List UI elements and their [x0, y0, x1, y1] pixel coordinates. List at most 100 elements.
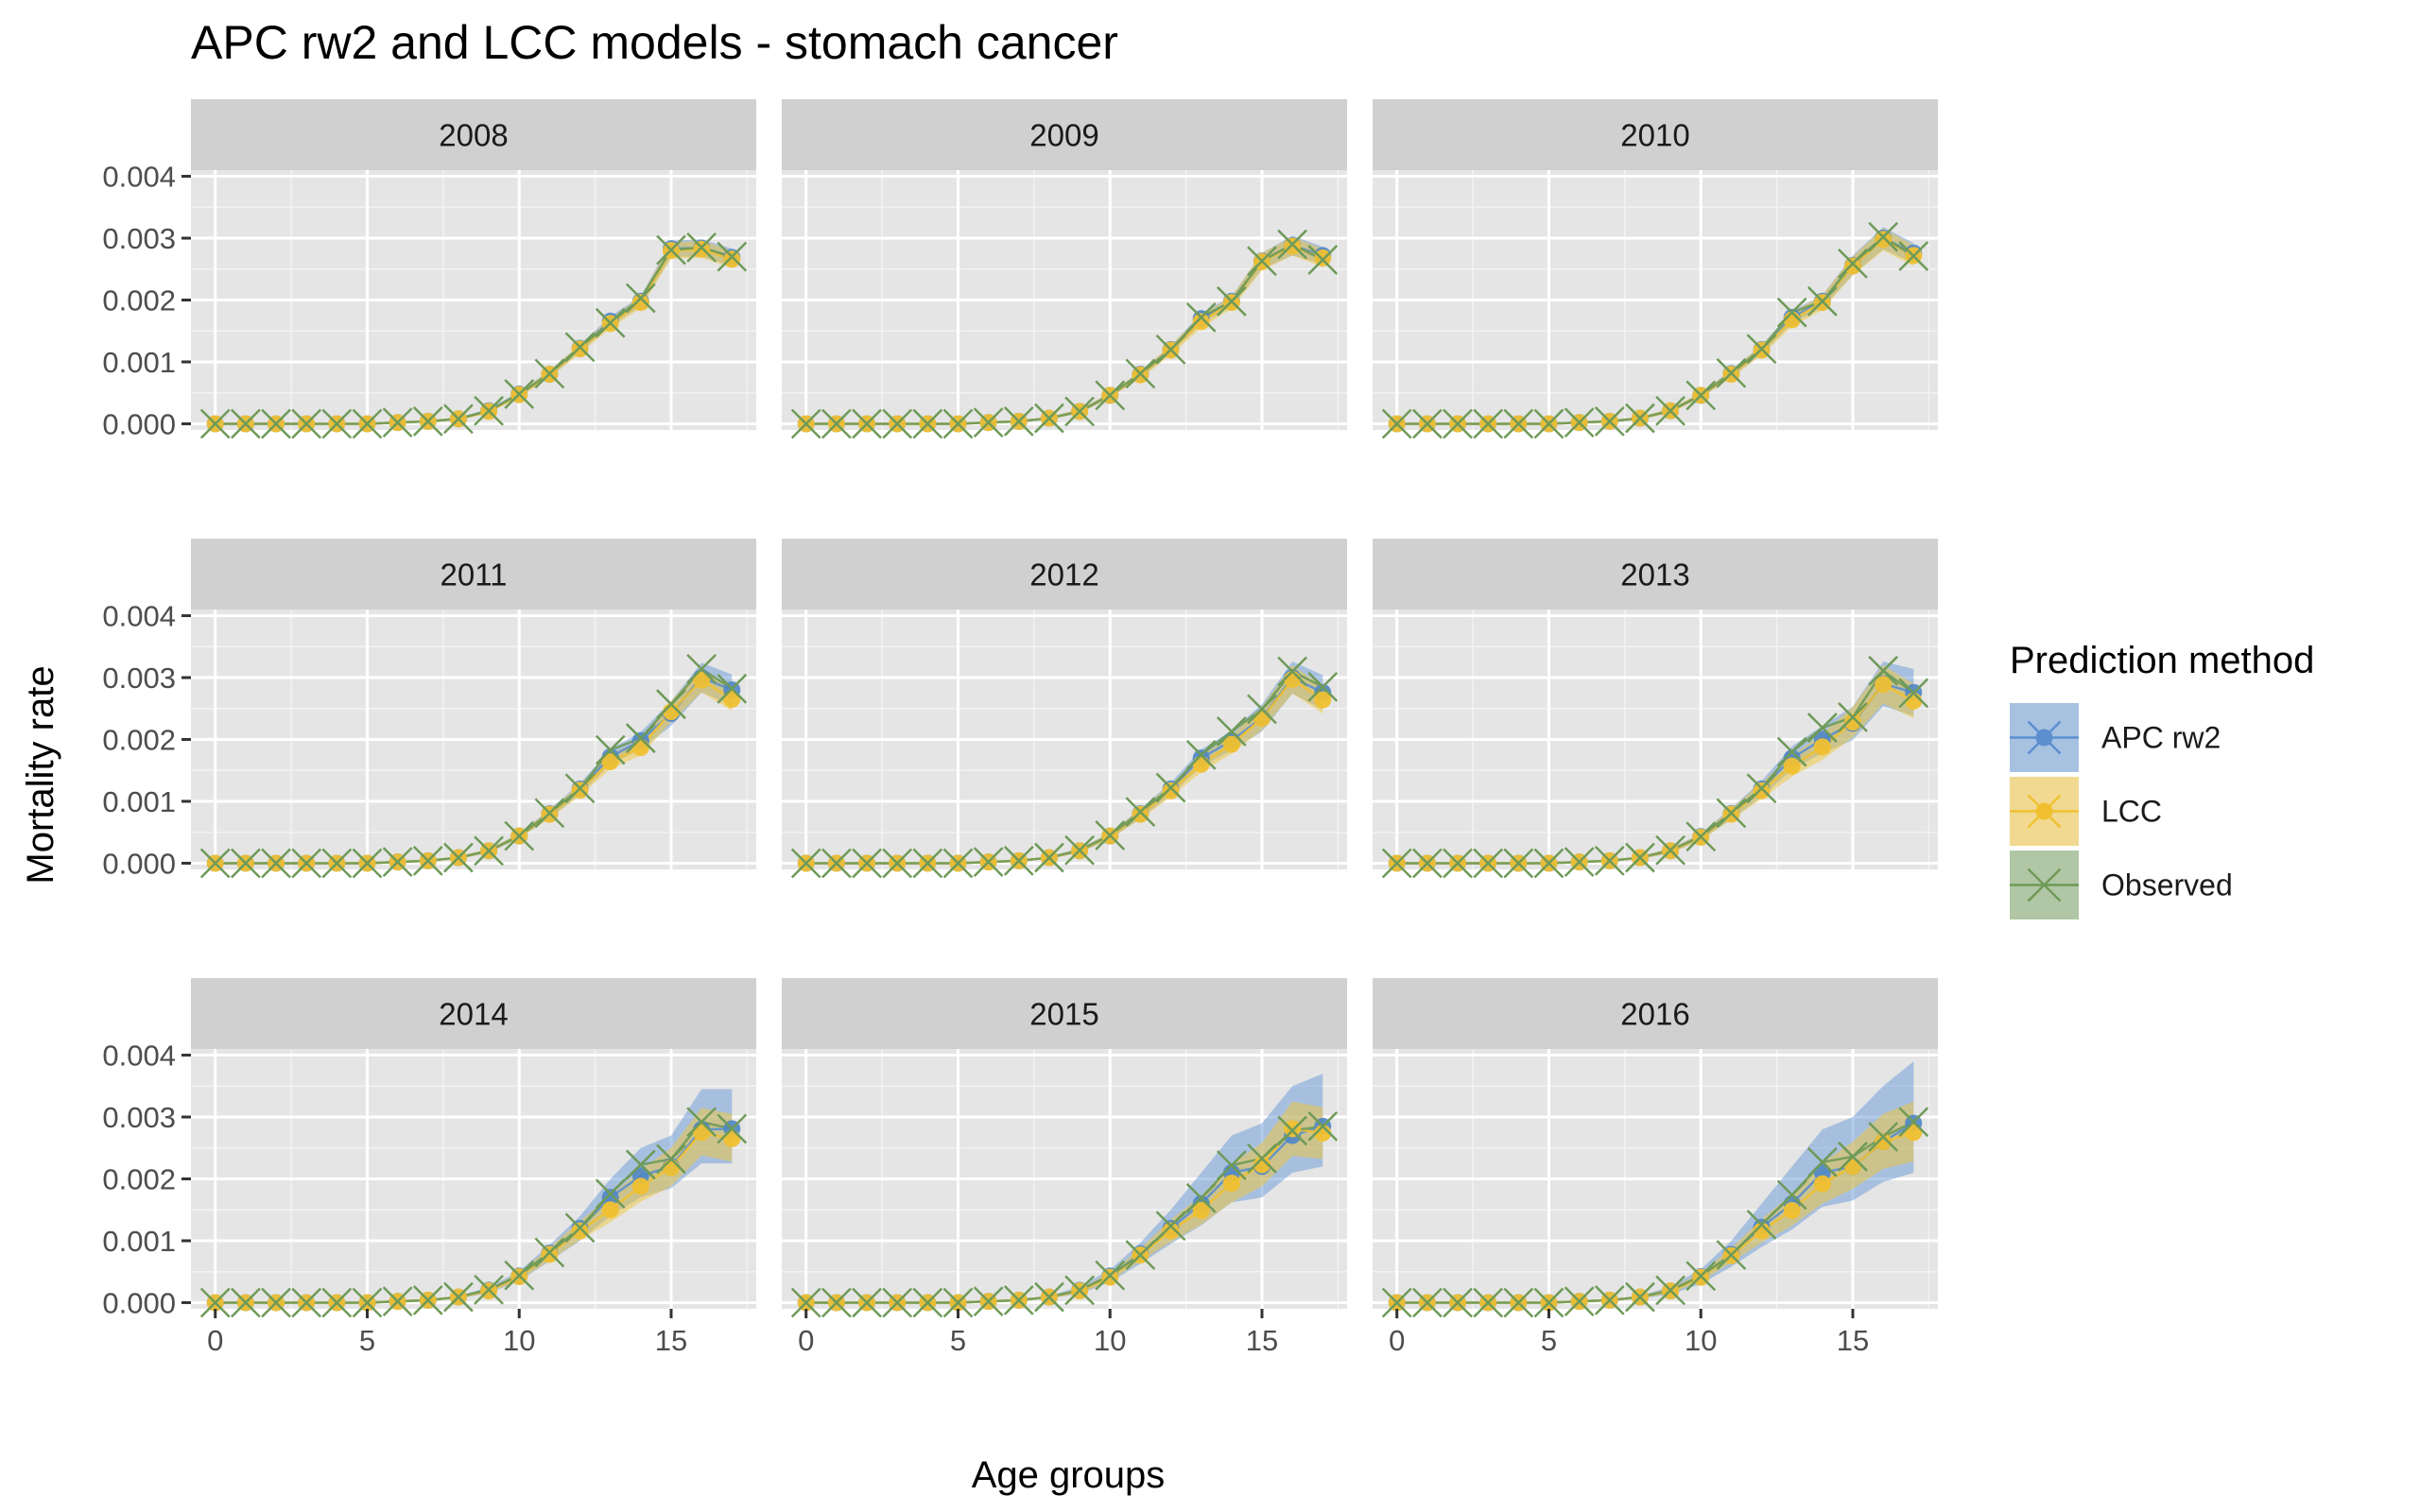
observed-cross-stroke [595, 307, 626, 338]
facet-panel-2013: 2013 [1373, 539, 1938, 879]
observed-point [1898, 241, 1929, 271]
observed-cross-stroke [382, 1286, 413, 1317]
observed-cross-stroke [291, 408, 322, 439]
lcc-point [1813, 738, 1831, 756]
observed-point [1307, 245, 1339, 275]
lcc-point [1314, 249, 1332, 266]
observed-cross-stroke [1594, 405, 1625, 437]
y-tick-label: 0.004 [102, 600, 176, 633]
observed-point [1625, 842, 1655, 873]
observed-point [1868, 1122, 1899, 1152]
facet-strip [191, 978, 756, 1049]
facet-strip [782, 539, 1347, 610]
observed-cross-stroke [1216, 716, 1247, 747]
y-tick-label: 0.004 [102, 161, 176, 194]
lcc-point [1222, 1175, 1240, 1193]
observed-point [504, 820, 535, 851]
observed-cross-stroke [1064, 834, 1095, 866]
observed-cross-stroke [790, 848, 821, 879]
observed-point [942, 1287, 974, 1318]
facet-strip-label: 2009 [1029, 118, 1098, 153]
observed-point [382, 847, 413, 878]
observed-cross-stroke [686, 653, 717, 684]
observed-point [352, 408, 383, 439]
observed-point [1381, 408, 1412, 439]
observed-point [1776, 297, 1807, 328]
observed-point [1125, 358, 1156, 389]
observed-point [1533, 1287, 1564, 1318]
observed-point [942, 848, 974, 879]
facet-strip [191, 539, 756, 610]
observed-cross-stroke [1247, 1143, 1277, 1174]
observed-cross-stroke [686, 1107, 717, 1138]
observed-point [912, 848, 943, 879]
observed-point [291, 1287, 322, 1318]
observed-point [717, 1113, 748, 1144]
observed-cross-stroke [790, 408, 821, 439]
observed-cross-stroke [1307, 1110, 1339, 1142]
observed-cross-stroke [1503, 1287, 1534, 1318]
observed-cross-stroke [912, 848, 943, 879]
observed-point [534, 1237, 565, 1268]
apc-point [601, 1189, 619, 1207]
observed-cross-stroke [261, 1287, 291, 1318]
y-tick-label: 0.004 [102, 1040, 176, 1073]
observed-point [474, 835, 504, 867]
lcc-point [1192, 313, 1210, 331]
lcc-point [571, 1222, 589, 1240]
observed-point [1806, 285, 1838, 317]
y-tick-label: 0.000 [102, 407, 176, 440]
observed-point [291, 848, 322, 879]
observed-cross-stroke [1685, 1261, 1717, 1292]
observed-cross-stroke [1411, 408, 1443, 439]
observed-point [717, 673, 748, 704]
lcc-point [1843, 713, 1861, 731]
observed-cross-stroke [1125, 1240, 1156, 1270]
observed-point [382, 1286, 413, 1317]
lcc-point [1783, 1201, 1801, 1219]
lcc-point [1905, 692, 1923, 710]
observed-cross-stroke [1838, 248, 1868, 279]
facet-strip [1373, 99, 1938, 170]
observed-cross-stroke [1216, 1150, 1247, 1180]
observed-cross-stroke [382, 847, 413, 878]
observed-point [1685, 380, 1717, 411]
lcc-point [1843, 257, 1861, 275]
facet-panel-2015: 2015 0 5 10 15 [782, 978, 1347, 1357]
observed-cross-stroke [1716, 357, 1747, 388]
observed-cross-stroke [1277, 1115, 1308, 1146]
observed-point [1216, 716, 1247, 747]
observed-cross-stroke [1564, 407, 1595, 438]
lcc-interval-band [1396, 1101, 1914, 1303]
observed-point [1473, 408, 1504, 439]
lcc-interval-band [805, 1101, 1323, 1303]
x-tick-label: 5 [950, 1324, 966, 1357]
facet-strip-label: 2011 [441, 558, 508, 593]
observed-point [412, 1284, 443, 1315]
observed-point [1898, 1107, 1929, 1138]
y-tick-label: 0.002 [102, 284, 176, 318]
observed-cross-stroke [717, 241, 748, 272]
observed-cross-stroke [656, 1143, 686, 1175]
observed-cross-stroke [1381, 408, 1412, 439]
observed-point [1443, 1287, 1473, 1318]
observed-point [1898, 678, 1929, 709]
observed-cross-stroke [199, 848, 231, 879]
lcc-point [631, 294, 649, 312]
observed-point [1034, 1281, 1064, 1313]
observed-cross-stroke [261, 848, 291, 879]
observed-point [474, 1274, 504, 1305]
observed-point [1685, 821, 1717, 852]
observed-cross-stroke [1625, 403, 1655, 434]
observed-cross-stroke [1003, 1284, 1034, 1315]
observed-cross-stroke [1655, 395, 1685, 426]
observed-cross-stroke [443, 404, 474, 435]
observed-point [1003, 405, 1034, 437]
observed-point [1125, 1240, 1156, 1270]
observed-point [656, 689, 686, 720]
observed-cross-stroke [474, 835, 504, 867]
observed-cross-stroke [1838, 702, 1868, 732]
x-tick-label: 15 [1246, 1324, 1278, 1357]
observed-cross-stroke [1473, 1287, 1504, 1318]
facet-strip-label: 2010 [1620, 118, 1689, 153]
